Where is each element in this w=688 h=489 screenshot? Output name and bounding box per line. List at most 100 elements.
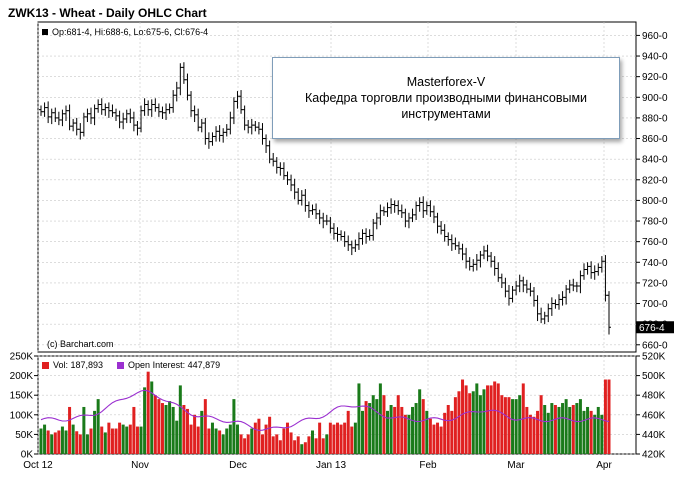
volume-bar (160, 403, 164, 454)
volume-bar (482, 389, 486, 454)
x-tick-label: Apr (596, 460, 612, 471)
credit-text: (c) Barchart.com (47, 339, 114, 349)
price-tick-label: 700-0 (642, 299, 668, 310)
volume-bar (175, 420, 179, 454)
volume-bar (371, 395, 375, 454)
price-tick-label: 780-0 (642, 217, 668, 228)
volume-swatch-icon (42, 361, 49, 369)
volume-legend: Vol: 187,893 Open Interest: 447,879 (42, 360, 234, 370)
volume-bar (318, 422, 322, 454)
volume-bar (96, 399, 100, 454)
volume-bar (368, 403, 372, 454)
volume-bar (450, 410, 454, 454)
price-tick-label: 860-0 (642, 134, 668, 145)
volume-bar (68, 406, 72, 454)
volume-bar (53, 432, 57, 454)
volume-bar (339, 424, 343, 454)
volume-bar (268, 416, 272, 454)
price-tick-label: 760-0 (642, 237, 668, 248)
volume-bar (421, 399, 425, 454)
oi-tick-label: 440K (642, 430, 666, 441)
volume-bar (528, 414, 532, 454)
volume-bar (461, 379, 465, 454)
volume-legend-item: Vol: 187,893 (42, 360, 103, 370)
volume-bar (275, 434, 279, 454)
oi-tick-label: 520K (642, 352, 666, 363)
volume-bar (296, 436, 300, 454)
volume-bar (239, 434, 243, 454)
volume-bar (518, 395, 522, 454)
price-tick-label: 800-0 (642, 196, 668, 207)
info-box: Masterforex-V Кафедра торговли производн… (272, 57, 620, 139)
volume-tick-label: 100K (10, 410, 34, 421)
x-tick-label: Dec (229, 460, 247, 471)
volume-bar (357, 383, 361, 454)
info-box-line-1: Masterforex-V (406, 75, 486, 89)
volume-bar (593, 414, 597, 454)
volume-tick-label: 200K (10, 371, 34, 382)
volume-bar (164, 405, 168, 454)
volume-bar (607, 379, 611, 454)
volume-bar (436, 422, 440, 454)
volume-bar (500, 395, 504, 454)
volume-bar (232, 399, 236, 454)
volume-bar (218, 430, 222, 454)
volume-bar (89, 428, 93, 454)
volume-legend-text: Vol: 187,893 (53, 360, 104, 370)
volume-bar (468, 393, 472, 454)
volume-bar (375, 399, 379, 454)
price-tick-label: 740-0 (642, 258, 668, 269)
volume-bar (386, 410, 390, 454)
volume-bar (293, 440, 297, 454)
oi-tick-label: 420K (642, 450, 666, 461)
ohlc-bar (607, 291, 611, 335)
volume-bar (364, 401, 368, 454)
volume-bar (393, 406, 397, 454)
volume-bar (43, 424, 47, 454)
volume-bar (514, 399, 518, 454)
x-tick-label: Mar (507, 460, 525, 471)
volume-bar (121, 424, 125, 454)
x-tick-label: Jan 13 (316, 460, 346, 471)
volume-bar (382, 395, 386, 454)
volume-bar (511, 399, 515, 454)
volume-bar (60, 426, 64, 454)
volume-bar (407, 414, 411, 454)
oi-legend-item: Open Interest: 447,879 (117, 360, 220, 370)
volume-tick-label: 0K (21, 450, 34, 461)
volume-bar (464, 385, 468, 454)
volume-bar (189, 424, 193, 454)
volume-bar (453, 397, 457, 454)
info-box-line-2: Кафедра торговли производными финансовым… (304, 91, 588, 105)
volume-bar (135, 426, 139, 454)
volume-bar (478, 395, 482, 454)
volume-bar (507, 397, 511, 454)
volume-bar (575, 403, 579, 454)
volume-bar (343, 422, 347, 454)
volume-bar (278, 440, 282, 454)
x-tick-label: Oct 12 (23, 460, 53, 471)
volume-bar (196, 426, 200, 454)
info-box-line-3: инструментами (401, 107, 491, 121)
volume-bar (253, 422, 257, 454)
oi-swatch-icon (117, 361, 125, 369)
ohlc-legend: Op:681-4, Hi:688-6, Lo:675-6, Cl:676-4 (42, 27, 208, 37)
oi-tick-label: 480K (642, 391, 666, 402)
volume-bar (118, 422, 122, 454)
volume-bar (46, 430, 50, 454)
oi-tick-label: 460K (642, 410, 666, 421)
volume-bar (210, 422, 214, 454)
volume-bar (443, 412, 447, 454)
volume-bar (282, 428, 286, 454)
volume-bar (271, 436, 275, 454)
volume-bar (546, 412, 550, 454)
volume-bar (378, 383, 382, 454)
volume-bar (103, 432, 107, 454)
price-tick-label: 920-0 (642, 72, 668, 83)
volume-bar (328, 422, 332, 454)
volume-tick-label: 250K (10, 352, 34, 363)
price-tick-label: 660-0 (642, 340, 668, 351)
volume-bar (143, 387, 147, 454)
x-tick-label: Nov (131, 460, 149, 471)
volume-bar (307, 436, 311, 454)
